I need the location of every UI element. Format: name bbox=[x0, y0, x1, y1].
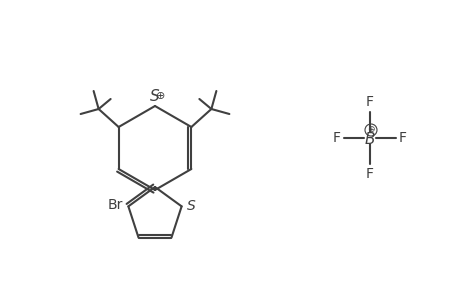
Text: ⊕: ⊕ bbox=[156, 91, 165, 101]
Text: F: F bbox=[365, 95, 373, 109]
Text: B: B bbox=[364, 131, 375, 146]
Text: S: S bbox=[186, 199, 195, 213]
Text: S: S bbox=[150, 89, 159, 104]
Text: Br: Br bbox=[108, 198, 123, 212]
Text: F: F bbox=[398, 131, 406, 145]
Text: F: F bbox=[365, 167, 373, 181]
Text: F: F bbox=[332, 131, 340, 145]
Text: ⊕: ⊕ bbox=[366, 125, 374, 134]
